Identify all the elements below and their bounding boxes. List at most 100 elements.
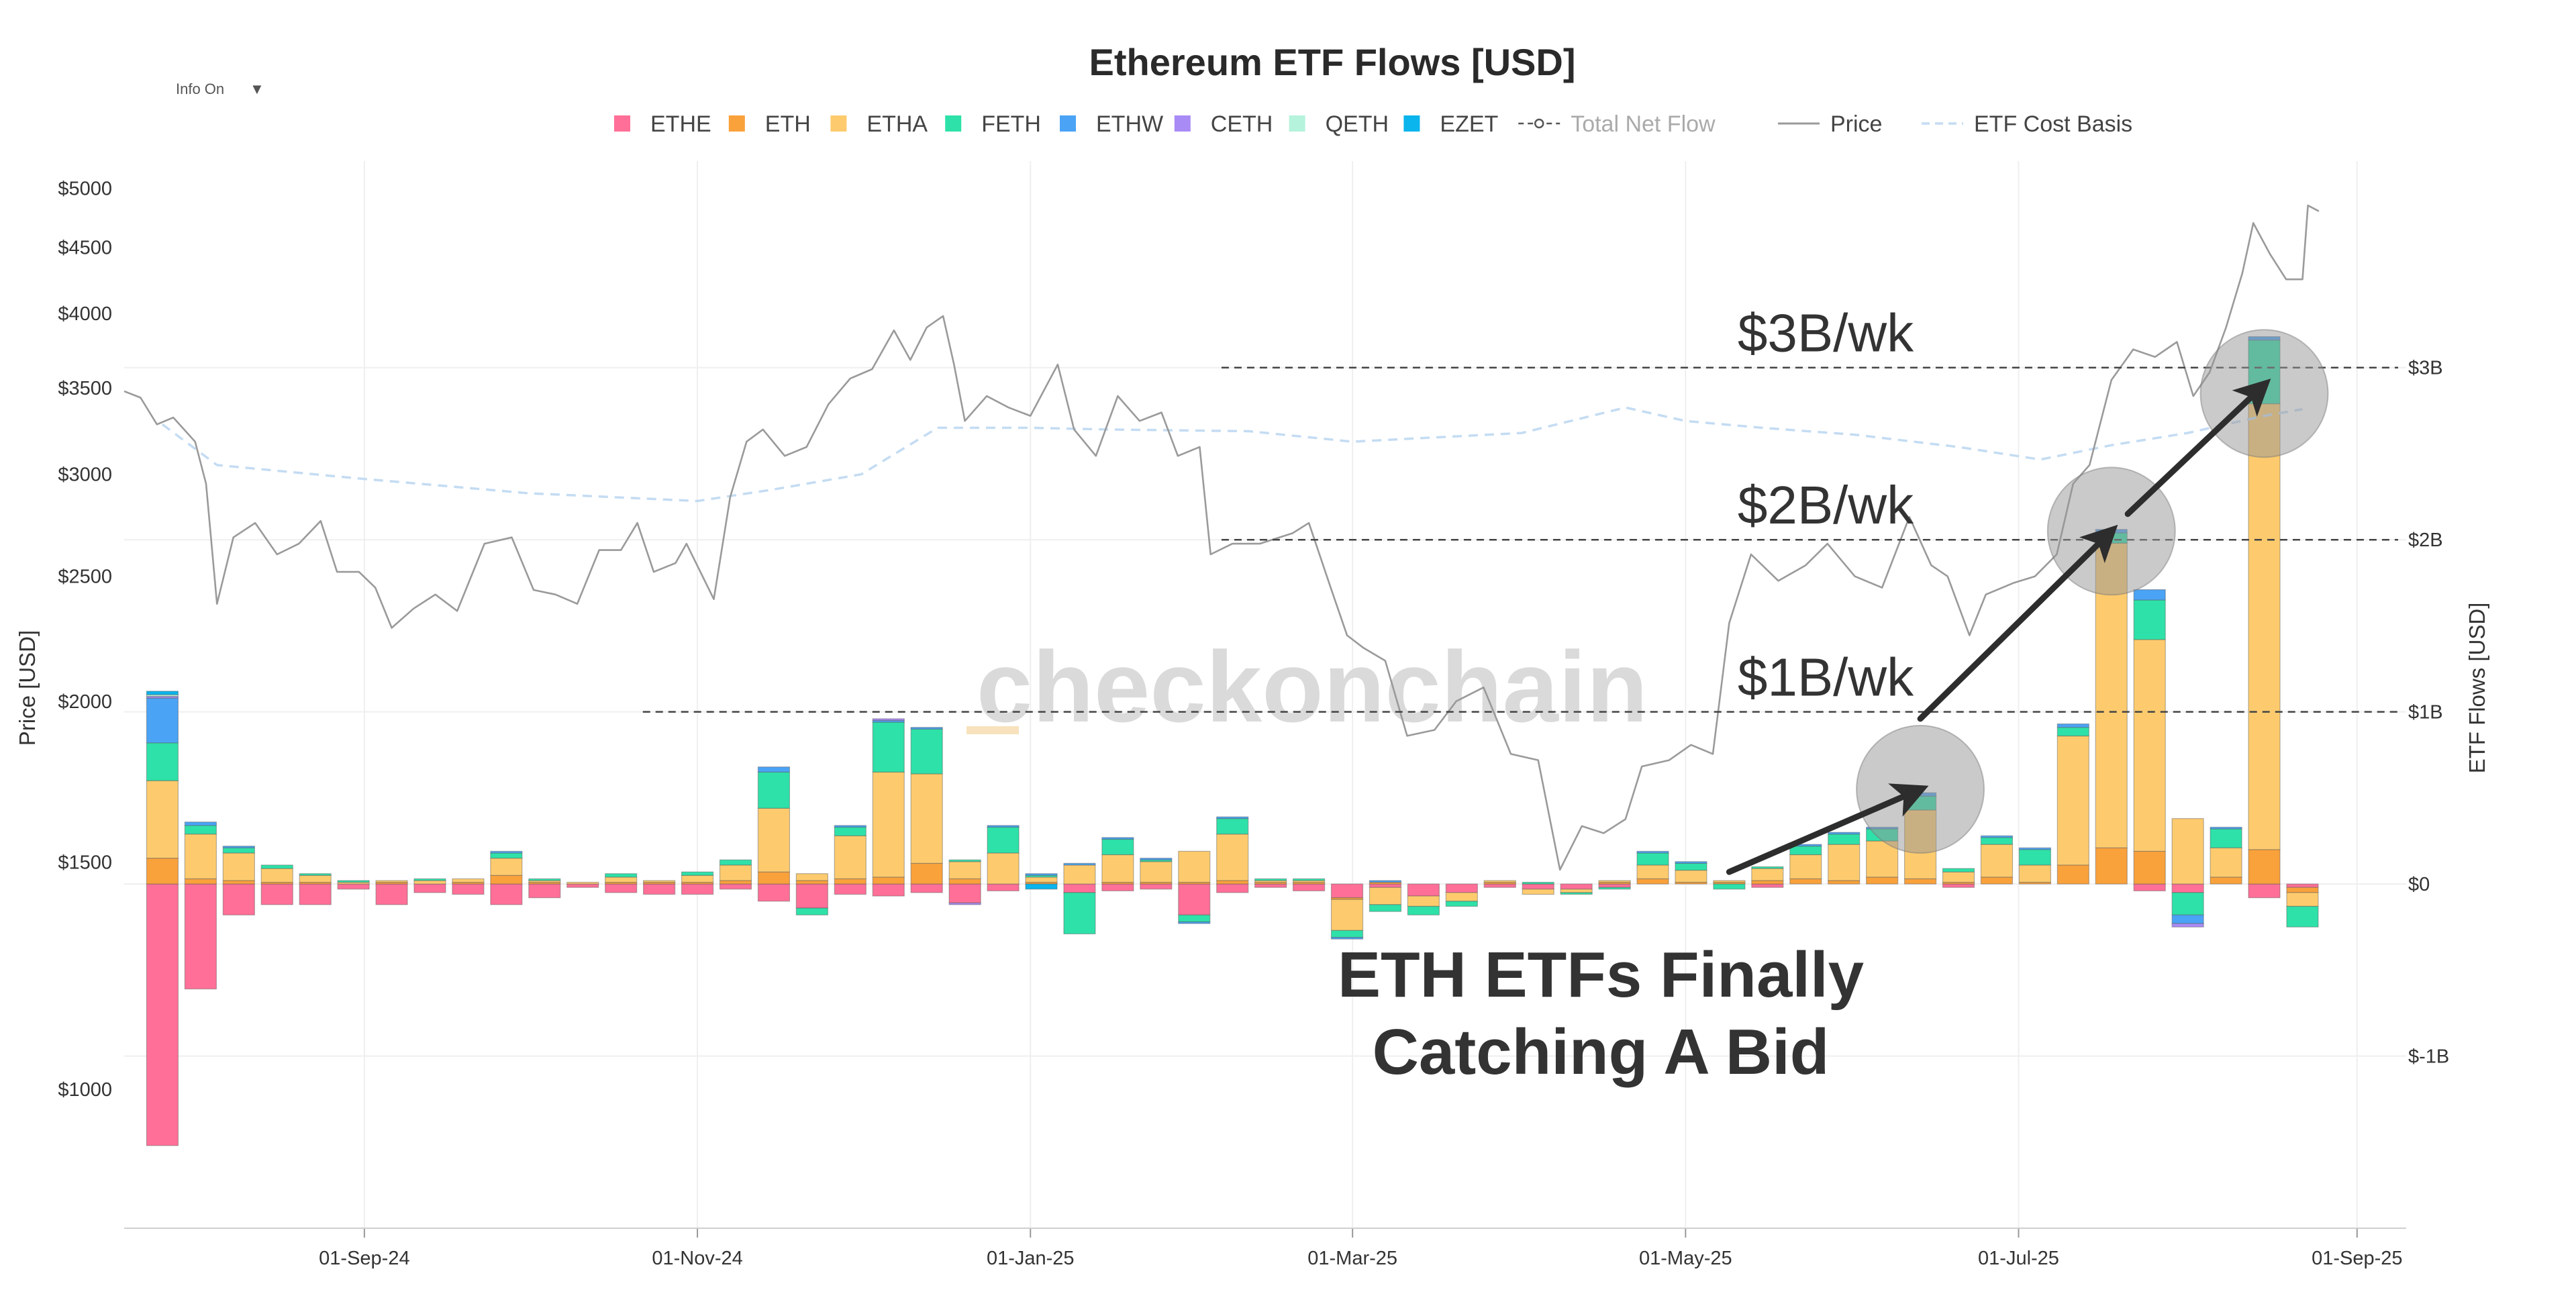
watermark-layer: checkonchain xyxy=(967,630,1648,743)
bar-feth-week-34 xyxy=(1445,901,1478,907)
bar-ethe-week-7 xyxy=(413,883,446,893)
bar-feth-week-42 xyxy=(1751,866,1784,869)
bar-etha-week-54 xyxy=(2210,847,2242,878)
info-toggle[interactable]: Info On ▼ xyxy=(176,81,264,97)
legend-item-feth[interactable]: FETH xyxy=(945,111,1041,137)
bar-ethe-week-53 xyxy=(2171,883,2204,893)
bar-feth-week-33 xyxy=(1407,905,1440,915)
bar-etha-week-43 xyxy=(1789,854,1822,880)
bar-etha-week-44 xyxy=(1828,844,1861,881)
bar-etha-week-17 xyxy=(795,873,828,881)
bar-etha-week-45 xyxy=(1866,840,1899,878)
price-tick-label-5: $3500 xyxy=(58,378,112,399)
legend-label: ETHE xyxy=(650,111,711,137)
bar-ethe-week-22 xyxy=(987,883,1020,891)
bar-feth-week-43 xyxy=(1789,846,1822,856)
bar-ezet-week-23 xyxy=(1025,883,1058,890)
callout-line-1: ETH ETFs Finally xyxy=(1338,939,1864,1011)
bar-ethw-week-48 xyxy=(1980,835,2014,838)
bar-etha-week-20 xyxy=(910,773,943,864)
price-tick-label-2: $2000 xyxy=(58,691,112,713)
bar-feth-week-54 xyxy=(2210,828,2242,848)
bar-feth-week-0 xyxy=(146,742,179,781)
bar-ethe-week-0 xyxy=(146,883,179,1146)
bar-etha-week-24 xyxy=(1063,864,1096,885)
chevron-down-icon[interactable]: ▼ xyxy=(250,81,264,97)
bar-etha-week-0 xyxy=(146,780,179,859)
bar-etha-week-38 xyxy=(1598,880,1631,883)
legend-item-etha[interactable]: ETHA xyxy=(830,111,928,137)
bar-ethe-week-2 xyxy=(222,883,255,915)
ref-label-3b: $3B/wk xyxy=(1738,303,1914,363)
ref-label-1b: $1B/wk xyxy=(1738,648,1914,707)
bar-feth-week-14 xyxy=(681,871,714,876)
legend-item-price[interactable]: Price xyxy=(1778,111,1882,137)
bar-etha-week-55 xyxy=(2248,403,2281,850)
bar-etha-week-12 xyxy=(605,877,638,883)
bar-eth-week-2 xyxy=(222,880,255,885)
bar-ethe-week-14 xyxy=(681,883,714,895)
bar-feth-week-4 xyxy=(299,873,332,876)
bar-etha-week-1 xyxy=(184,834,217,880)
legend-item-ethe[interactable]: ETHE xyxy=(614,111,711,137)
bar-ethw-week-18 xyxy=(834,825,866,828)
bar-etha-week-28 xyxy=(1216,834,1249,881)
bar-eth-week-48 xyxy=(1980,877,2014,885)
bar-feth-week-29 xyxy=(1254,878,1287,881)
price-tick-label-0: $1000 xyxy=(58,1079,112,1101)
bar-feth-week-22 xyxy=(987,826,1020,854)
bar-ethe-week-4 xyxy=(299,883,332,905)
ref-label-2b: $2B/wk xyxy=(1738,475,1914,535)
legend-item-ethw[interactable]: ETHW xyxy=(1060,111,1163,137)
bar-ethe-week-8 xyxy=(452,883,485,895)
callout-line-2: Catching A Bid xyxy=(1373,1016,1830,1088)
legend-item-ezet[interactable]: EZET xyxy=(1403,111,1498,137)
bar-eth-week-39 xyxy=(1636,878,1669,885)
legend[interactable]: ETHE ETH ETHA FETH ETHW CETH QETH EZET Total Net… xyxy=(614,111,2132,137)
bar-etha-week-50 xyxy=(2057,735,2089,866)
legend-label: ETH xyxy=(765,111,811,137)
legend-item-etf-cost-basis[interactable]: ETF Cost Basis xyxy=(1922,111,2132,137)
bar-eth-week-16 xyxy=(757,871,791,885)
bar-feth-week-53 xyxy=(2171,892,2204,915)
bar-ethe-week-29 xyxy=(1254,883,1287,888)
bar-etha-week-11 xyxy=(566,881,599,885)
bar-ethe-week-12 xyxy=(605,883,638,893)
bar-feth-week-28 xyxy=(1216,818,1249,835)
bar-feth-week-32 xyxy=(1369,904,1402,912)
callout-text: ETH ETFs Finally Catching A Bid xyxy=(1338,939,1864,1088)
legend-item-eth[interactable]: ETH xyxy=(728,111,811,137)
bar-ethw-week-52 xyxy=(2133,589,2166,601)
legend-label: QETH xyxy=(1326,111,1389,137)
bar-ethw-week-20 xyxy=(910,727,943,730)
info-toggle-label[interactable]: Info On xyxy=(176,81,224,97)
bar-feth-week-44 xyxy=(1828,834,1861,845)
bar-ceth-week-53 xyxy=(2171,923,2204,928)
bar-ethw-week-16 xyxy=(757,766,791,773)
x-tick-label-4: 01-May-25 xyxy=(1639,1248,1732,1269)
bar-etha-week-8 xyxy=(452,878,485,883)
bar-etha-week-4 xyxy=(299,875,332,883)
bar-etha-week-35 xyxy=(1483,880,1516,883)
legend-swatch xyxy=(1060,115,1076,132)
bar-ethw-week-0 xyxy=(146,697,179,744)
bar-etha-week-22 xyxy=(987,852,1020,885)
bar-ethw-week-28 xyxy=(1216,816,1249,819)
legend-item-ceth[interactable]: CETH xyxy=(1174,111,1273,137)
bar-ethe-week-13 xyxy=(643,883,676,895)
legend-swatch xyxy=(1174,115,1191,132)
bar-eth-week-1 xyxy=(184,878,217,885)
bar-feth-week-40 xyxy=(1675,862,1707,871)
bar-ceth-week-19 xyxy=(872,718,905,721)
legend-item-qeth[interactable]: QETH xyxy=(1289,111,1389,137)
bar-feth-week-20 xyxy=(910,728,943,775)
price-tick-label-8: $5000 xyxy=(58,179,112,200)
bar-ethe-week-37 xyxy=(1560,883,1593,890)
legend-item-total-net-flow[interactable]: Total Net Flow xyxy=(1518,111,1716,137)
bar-ethe-week-9 xyxy=(490,883,523,905)
bar-eth-week-51 xyxy=(2095,847,2128,885)
x-tick-label-3: 01-Mar-25 xyxy=(1307,1248,1397,1269)
bar-ethw-week-2 xyxy=(222,846,255,848)
bar-feth-week-50 xyxy=(2057,727,2089,737)
